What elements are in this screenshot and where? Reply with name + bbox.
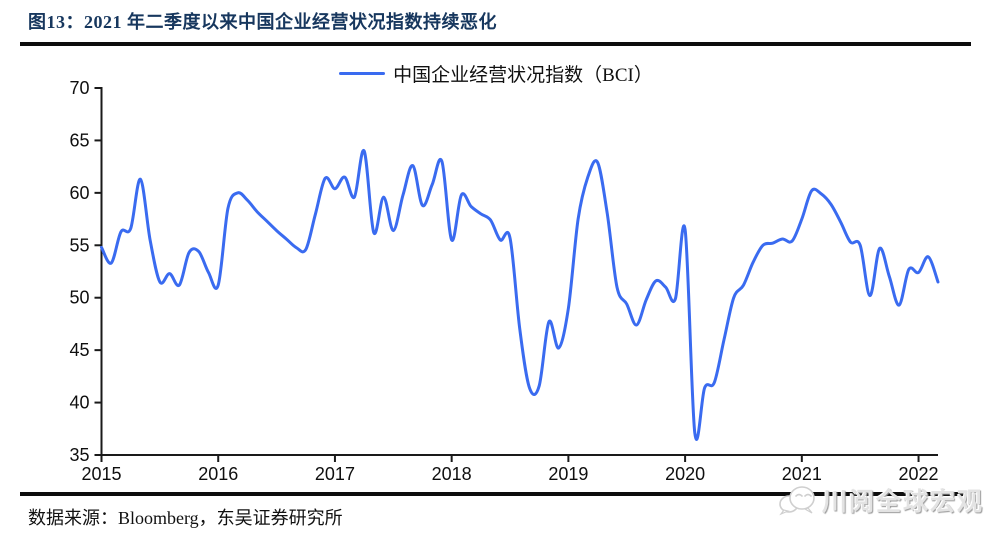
footer-divider-rule <box>20 492 971 496</box>
x-axis-tick-label: 2016 <box>198 464 238 484</box>
figure-title: 图13：2021 年二季度以来中国企业经营状况指数持续恶化 <box>28 12 497 32</box>
y-axis-tick-label: 65 <box>69 130 89 150</box>
x-axis-tick-label: 2019 <box>548 464 588 484</box>
chart-legend: 中国企业经营状况指数（BCI） <box>0 60 992 87</box>
legend-label: 中国企业经营状况指数（BCI） <box>393 65 653 86</box>
y-axis-tick-label: 50 <box>69 288 89 308</box>
x-axis-tick-label: 2017 <box>315 464 355 484</box>
y-axis-tick-label: 55 <box>69 235 89 255</box>
y-axis-tick-label: 45 <box>69 340 89 360</box>
y-axis-tick-label: 60 <box>69 183 89 203</box>
title-divider-rule <box>20 42 971 46</box>
x-axis-tick-label: 2015 <box>81 464 121 484</box>
bci-data-line <box>100 149 940 441</box>
y-axis-tick-label: 40 <box>69 393 89 413</box>
x-axis-tick-label: 2020 <box>665 464 705 484</box>
x-axis-tick-label: 2021 <box>782 464 822 484</box>
x-axis-tick-label: 2018 <box>432 464 472 484</box>
y-axis-tick-label: 70 <box>69 78 89 98</box>
legend-line-swatch <box>339 72 386 75</box>
y-axis-tick-label: 35 <box>69 445 89 465</box>
data-source-note: 数据来源：Bloomberg，东吴证券研究所 <box>28 508 343 528</box>
x-axis-tick-label: 2022 <box>899 464 939 484</box>
